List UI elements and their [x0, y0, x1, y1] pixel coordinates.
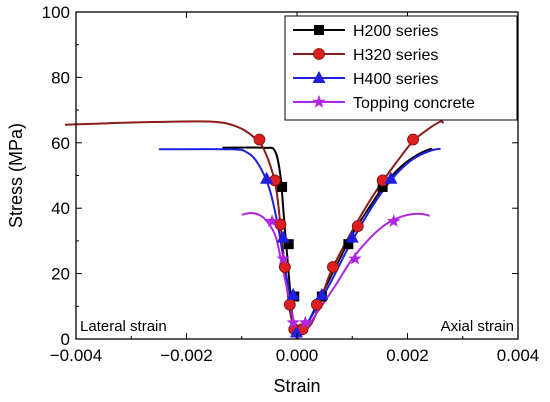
data-point-topping-concrete — [265, 214, 279, 227]
legend-marker-h320-series — [313, 48, 325, 60]
y-tick-label: 80 — [51, 68, 70, 87]
data-point-topping-concrete — [387, 214, 401, 227]
data-point-h200-series — [343, 239, 354, 250]
data-point-topping-concrete — [286, 315, 300, 329]
data-point-h320-series — [327, 261, 339, 273]
data-point-h400-series — [384, 171, 398, 184]
data-point-h400-series — [315, 287, 329, 300]
x-axis-title: Strain — [273, 376, 320, 396]
data-point-h400-series — [260, 171, 274, 184]
axial-strain-annotation: Axial strain — [441, 318, 514, 335]
data-point-h320-series — [283, 298, 296, 311]
data-point-h320-series — [351, 220, 364, 233]
legend-label-h200-series: H200 series — [353, 23, 438, 40]
data-point-h200-series — [283, 239, 294, 250]
y-tick-label: 100 — [42, 3, 70, 22]
legend-marker-h200-series — [314, 25, 324, 35]
x-tick-label: 0.000 — [276, 346, 319, 365]
curve-axial-h320-series — [296, 120, 445, 340]
legend-marker-topping-concrete — [312, 95, 326, 108]
legend-marker-h400-series — [312, 71, 326, 83]
data-point-h400-series — [276, 230, 290, 243]
curve-axial-topping-concrete — [296, 212, 430, 340]
data-point-h200-series — [277, 181, 288, 192]
data-point-h200-series — [377, 181, 388, 192]
y-tick-label: 60 — [51, 134, 70, 153]
legend-label-h320-series: H320 series — [353, 47, 438, 64]
x-tick-label: 0.002 — [386, 346, 429, 365]
markers-layer — [253, 133, 419, 338]
data-point-h400-series — [286, 287, 300, 300]
curve-lateral-h320-series — [64, 120, 298, 340]
data-point-h320-series — [310, 298, 323, 311]
x-tick-label: −0.002 — [160, 346, 212, 365]
legend-label-topping-concrete: Topping concrete — [353, 95, 475, 112]
ticks-layer — [75, 11, 519, 340]
data-point-topping-concrete — [298, 315, 312, 329]
y-axis-title: Stress (MPa) — [6, 123, 26, 228]
y-tick-label: 20 — [51, 265, 70, 284]
legend-label-h400-series: H400 series — [353, 71, 438, 88]
y-tick-label: 0 — [61, 330, 70, 349]
data-point-topping-concrete — [276, 251, 290, 265]
data-point-h400-series — [289, 325, 303, 338]
data-point-h320-series — [407, 133, 419, 146]
labels-layer: −0.004 −0.002 0.000 0.002 0.004 0 20 40 60 80 100 — [42, 3, 540, 365]
legend: H200 series H320 series H400 series Topping… — [284, 15, 518, 121]
data-point-h400-series — [345, 230, 359, 243]
x-tick-label: −0.004 — [50, 346, 102, 365]
y-tick-label: 40 — [51, 199, 70, 218]
curves-layer — [64, 120, 445, 340]
lateral-strain-annotation: Lateral strain — [80, 318, 167, 335]
x-tick-label: 0.004 — [497, 346, 540, 365]
data-point-h320-series — [253, 133, 266, 146]
data-point-topping-concrete — [348, 251, 362, 265]
